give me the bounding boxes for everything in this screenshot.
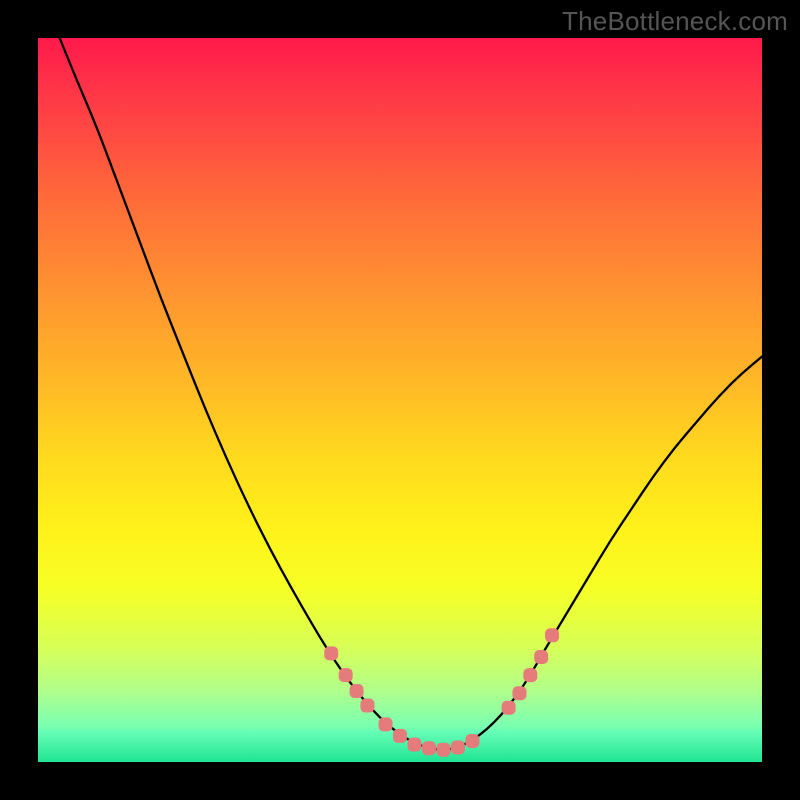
data-marker: [451, 741, 465, 755]
data-marker: [545, 628, 559, 642]
data-marker: [360, 699, 374, 713]
data-marker: [393, 729, 407, 743]
data-marker: [523, 668, 537, 682]
data-marker: [379, 717, 393, 731]
data-marker: [422, 741, 436, 755]
bottleneck-chart: [0, 0, 800, 800]
data-marker: [324, 646, 338, 660]
data-marker: [407, 738, 421, 752]
data-marker: [534, 650, 548, 664]
chart-container: { "watermark": { "text": "TheBottleneck.…: [0, 0, 800, 800]
data-marker: [436, 743, 450, 757]
data-marker: [502, 701, 516, 715]
plot-background: [38, 38, 762, 762]
watermark-label: TheBottleneck.com: [562, 6, 788, 37]
data-marker: [339, 668, 353, 682]
data-marker: [512, 686, 526, 700]
data-marker: [465, 734, 479, 748]
data-marker: [350, 684, 364, 698]
